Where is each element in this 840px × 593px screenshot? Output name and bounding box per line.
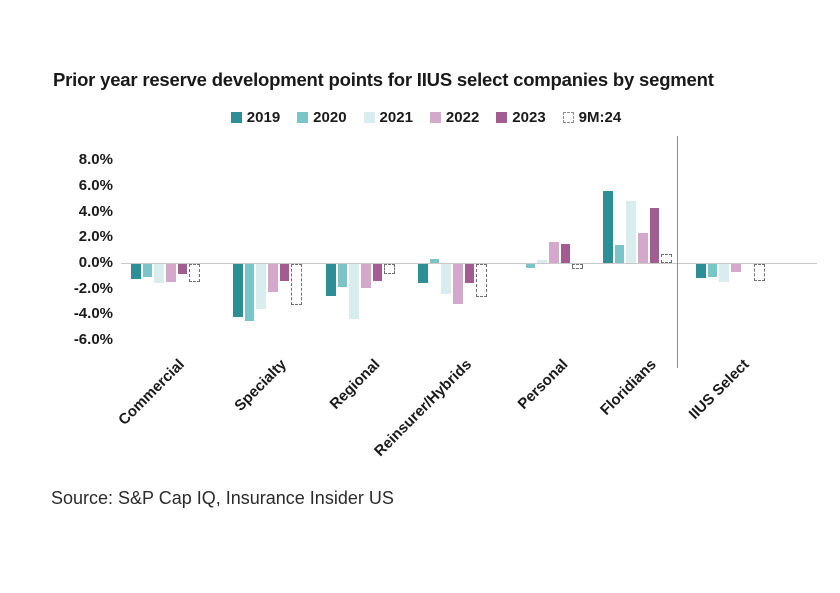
legend-item-2021: 2021 [363,108,413,126]
bar-9m-24-iius-select-outline [753,264,766,281]
bar-2021-personal [537,260,547,263]
bar-2023-specialty [279,264,290,281]
x-axis-label-floridians: Floridians [597,356,661,419]
bar-2019-regional [326,264,336,297]
x-axis-label-personal: Personal [514,356,572,413]
bar-2023-commercial [177,264,188,275]
bar-2021-commercial [154,264,164,284]
x-axis-label-regional: Regional [326,356,384,413]
bar-2019-reinsurer-hybrids [418,264,428,284]
legend-item-9m-24: 9M:24 [562,108,622,126]
legend-item-2022: 2022 [429,108,480,126]
bar-2021-floridians [626,201,636,263]
y-tick-label: 8.0% [78,151,113,169]
x-axis-label-commercial: Commercial [115,356,189,429]
legend-item-2023: 2023 [496,108,546,126]
legend-dashed-swatch-icon [562,111,574,123]
bar-2022-iius-select [731,264,741,272]
bar-2020-iius-select [707,264,718,277]
y-tick-label: -6.0% [73,331,113,349]
legend-swatch-icon [496,111,508,123]
bar-2021-specialty [256,264,266,309]
zero-axis-line [121,263,817,264]
bar-2019-specialty [233,264,243,317]
bar-2023-floridians [649,207,660,263]
bar-2020-reinsurer-hybrids [429,259,440,263]
bar-2023-regional [372,264,383,281]
y-tick-label: -2.0% [73,279,113,297]
segment-divider-line [677,136,678,368]
bar-2022-personal [549,242,559,263]
bar-9m-24-commercial-outline [188,264,201,282]
legend-item-2019: 2019 [230,108,281,126]
bar-9m-24-reinsurer-hybrids-outline [475,264,488,298]
legend-label: 2023 [512,108,546,126]
legend-swatch-icon [297,111,309,123]
bar-2022-floridians [638,233,648,263]
bar-2020-personal [525,264,536,268]
legend: 2019 2020 2021 2022 2023 9M:24 [120,108,732,126]
y-tick-label: 2.0% [78,228,113,246]
bar-2020-commercial [142,264,153,277]
legend-label: 2021 [379,108,413,126]
y-tick-label: 6.0% [78,176,113,194]
bar-2021-reinsurer-hybrids [441,264,451,294]
y-tick-label: 0.0% [78,254,113,271]
chart-title: Prior year reserve development points fo… [53,69,714,90]
bar-2023-reinsurer-hybrids [464,264,475,284]
y-tick-label: 4.0% [78,202,113,220]
bar-9m-24-personal-outline [571,264,584,270]
bar-2022-regional [361,264,371,289]
bar-9m-24-regional-outline [383,264,396,275]
bar-2021-regional [349,264,359,320]
y-tick-label: -4.0% [73,305,113,323]
bar-2019-iius-select [696,264,706,279]
bar-2022-specialty [268,264,278,293]
x-axis-label-specialty: Specialty [231,356,291,415]
bar-2019-commercial [131,264,141,280]
bar-2023-personal [560,243,571,263]
legend-swatch-icon [429,111,441,123]
bar-2020-specialty [244,264,255,321]
x-axis-label-reinsurer-hybrids: Reinsurer/Hybrids [371,356,476,460]
x-axis-label-iius-select: IIUS Select [686,356,754,423]
legend-swatch-icon [363,111,375,123]
source-note: Source: S&P Cap IQ, Insurance Insider US [51,488,394,508]
legend-label: 2022 [445,108,480,126]
bar-2021-iius-select [719,264,729,282]
bar-2020-floridians [614,245,625,263]
bar-2020-regional [337,264,348,288]
bar-2019-floridians [603,191,613,263]
legend-label: 2020 [313,108,347,126]
bar-2022-reinsurer-hybrids [453,264,463,304]
bar-9m-24-floridians-outline [660,254,673,263]
legend-item-2020: 2020 [297,108,347,126]
legend-swatch-icon [230,111,242,123]
legend-label: 2019 [246,108,281,126]
bar-2022-commercial [166,264,176,282]
legend-label: 9M:24 [578,108,622,126]
bar-9m-24-specialty-outline [290,264,303,306]
